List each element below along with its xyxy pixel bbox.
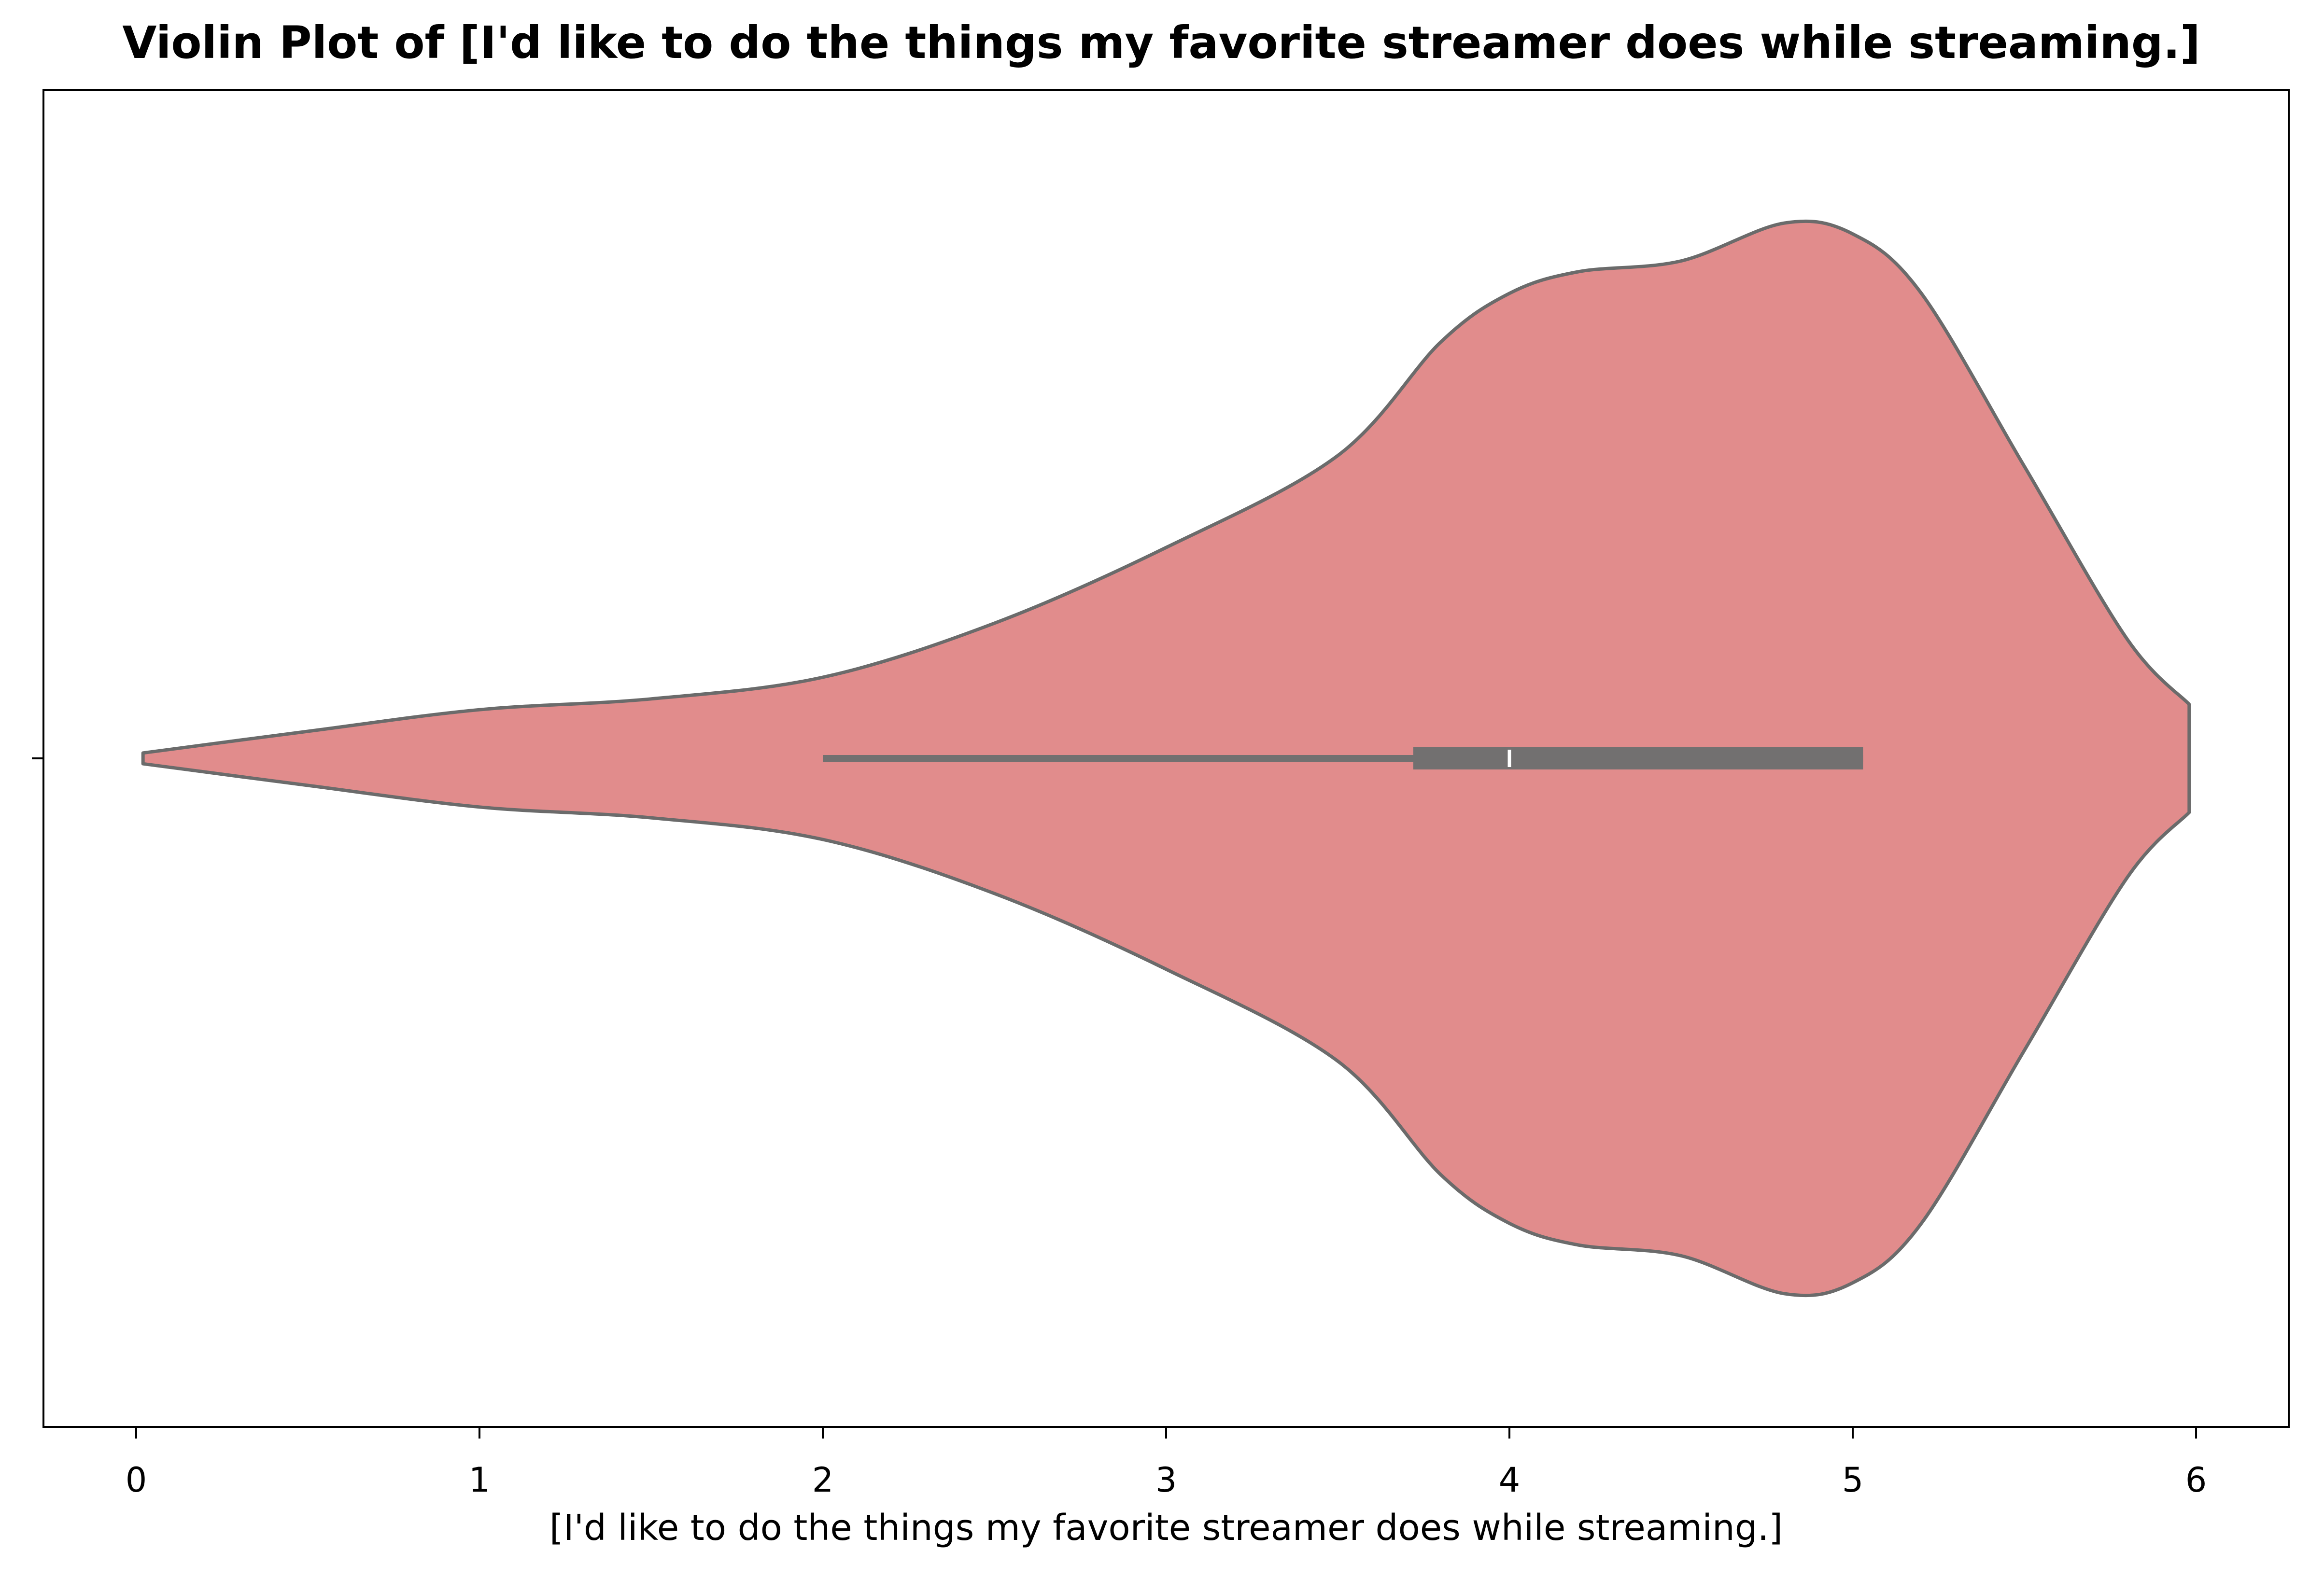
x-axis-label: [I'd like to do the things my favorite s… [549, 1507, 1783, 1549]
chart-title: Violin Plot of [I'd like to do the thing… [122, 17, 2200, 69]
box-layer [822, 747, 1863, 769]
x-tick-label: 3 [1155, 1460, 1177, 1500]
x-axis-ticks: 0 1 2 3 4 5 6 [126, 1427, 2207, 1500]
x-tick-label: 0 [126, 1460, 147, 1500]
x-tick-label: 1 [469, 1460, 491, 1500]
x-tick-label: 2 [812, 1460, 834, 1500]
box-iqr [1413, 747, 1863, 769]
x-tick-label: 6 [2185, 1460, 2207, 1500]
x-tick-label: 5 [1842, 1460, 1864, 1500]
x-tick-label: 4 [1499, 1460, 1521, 1500]
